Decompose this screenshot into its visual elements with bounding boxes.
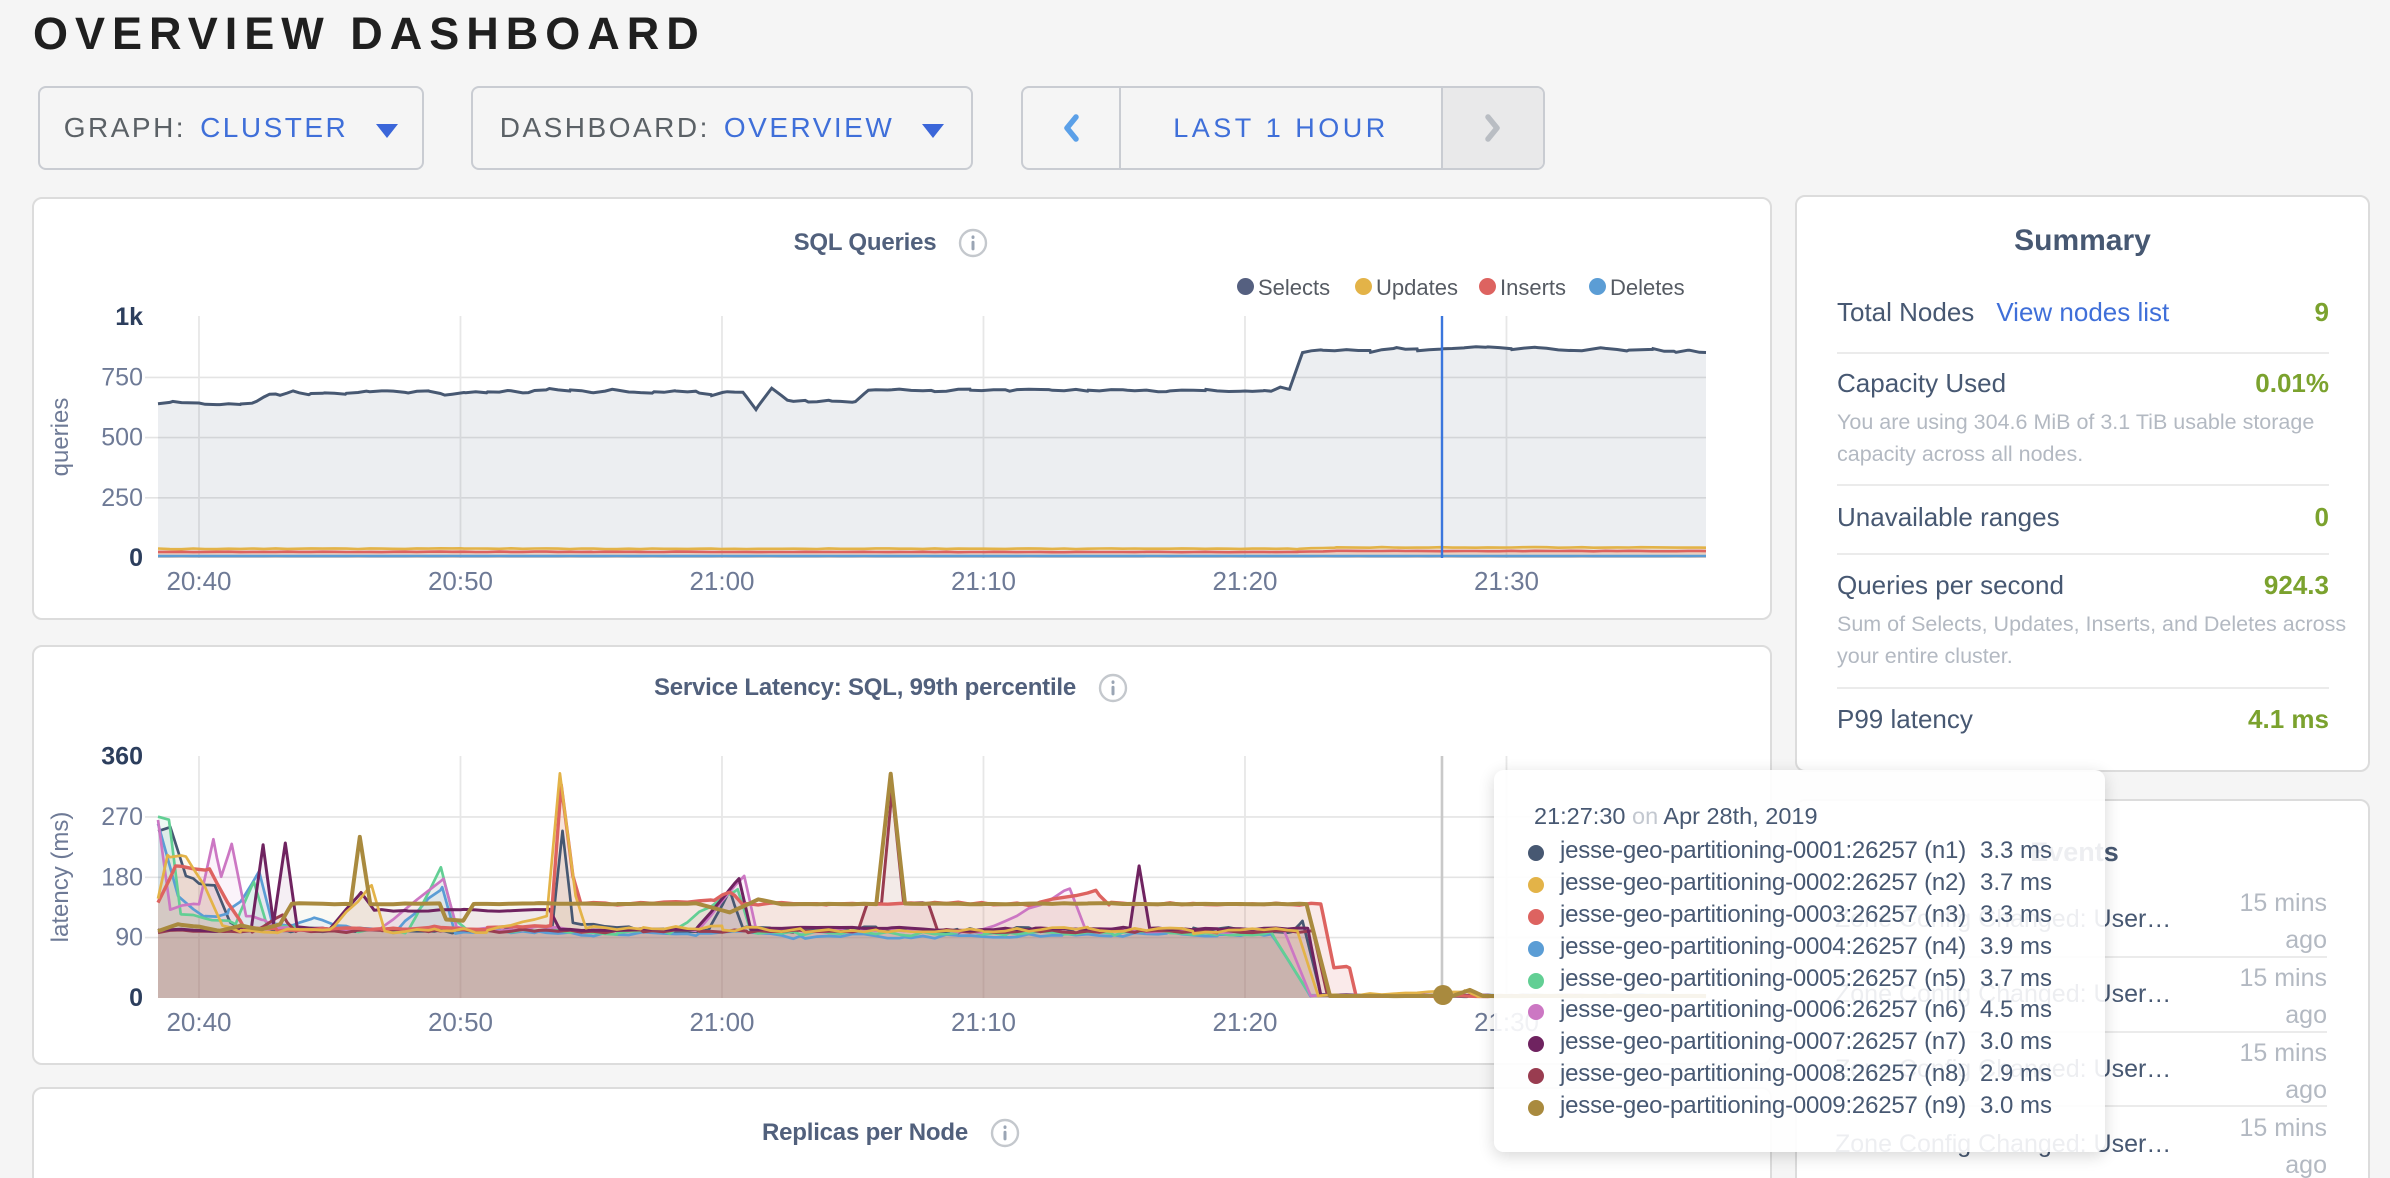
svg-text:250: 250	[101, 484, 143, 512]
svg-text:20:40: 20:40	[166, 566, 231, 596]
svg-text:queries: queries	[47, 398, 74, 477]
svg-text:21:10: 21:10	[951, 566, 1016, 596]
svg-text:750: 750	[101, 363, 143, 391]
svg-text:20:50: 20:50	[428, 1007, 493, 1037]
svg-text:21:00: 21:00	[689, 1007, 754, 1037]
svg-text:20:50: 20:50	[428, 566, 493, 596]
svg-text:21:10: 21:10	[951, 1007, 1016, 1037]
svg-text:21:20: 21:20	[1212, 1007, 1277, 1037]
svg-text:180: 180	[101, 863, 143, 891]
svg-text:360: 360	[101, 743, 143, 771]
svg-text:1k: 1k	[115, 303, 143, 331]
svg-text:0: 0	[129, 984, 143, 1012]
svg-text:21:00: 21:00	[689, 566, 754, 596]
svg-text:21:30: 21:30	[1474, 566, 1539, 596]
svg-text:21:20: 21:20	[1212, 566, 1277, 596]
svg-text:90: 90	[115, 924, 143, 952]
svg-text:270: 270	[101, 803, 143, 831]
svg-text:500: 500	[101, 424, 143, 452]
svg-text:latency (ms): latency (ms)	[47, 812, 74, 943]
svg-text:20:40: 20:40	[166, 1007, 231, 1037]
svg-text:0: 0	[129, 544, 143, 572]
